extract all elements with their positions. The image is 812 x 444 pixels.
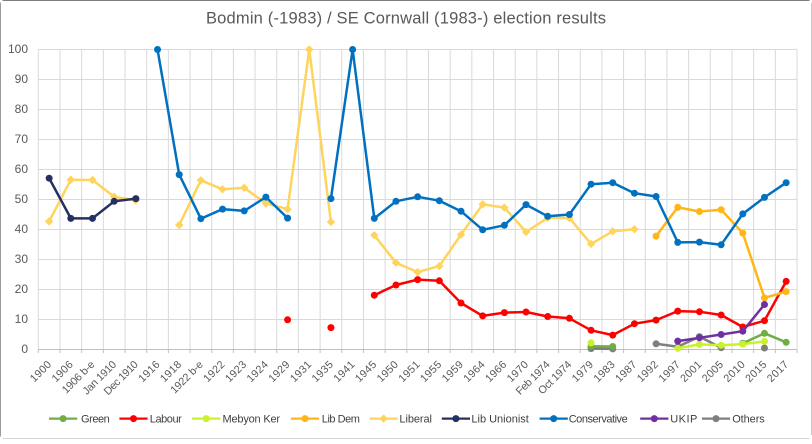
svg-text:20: 20 — [15, 282, 29, 296]
svg-text:0: 0 — [21, 342, 28, 356]
svg-text:80: 80 — [15, 102, 29, 116]
svg-text:30: 30 — [15, 252, 29, 266]
svg-text:Lib Dem: Lib Dem — [322, 414, 360, 426]
svg-text:Labour: Labour — [150, 414, 182, 426]
svg-text:90: 90 — [15, 72, 29, 86]
svg-text:40: 40 — [15, 222, 29, 236]
svg-text:Mebyon Ker: Mebyon Ker — [223, 414, 281, 426]
svg-text:Bodmin (-1983) / SE Cornwall (: Bodmin (-1983) / SE Cornwall (1983-) ele… — [206, 10, 606, 28]
svg-text:60: 60 — [15, 162, 29, 176]
svg-text:Lib Unionist: Lib Unionist — [471, 414, 528, 426]
svg-text:70: 70 — [15, 132, 29, 146]
svg-text:UKIP: UKIP — [670, 414, 697, 426]
svg-text:Liberal: Liberal — [399, 414, 432, 426]
svg-text:10: 10 — [15, 312, 29, 326]
svg-text:Green: Green — [81, 414, 110, 426]
svg-text:100: 100 — [8, 42, 28, 56]
svg-text:Conservative: Conservative — [569, 414, 628, 426]
svg-text:50: 50 — [15, 192, 29, 206]
svg-text:Others: Others — [732, 414, 765, 426]
